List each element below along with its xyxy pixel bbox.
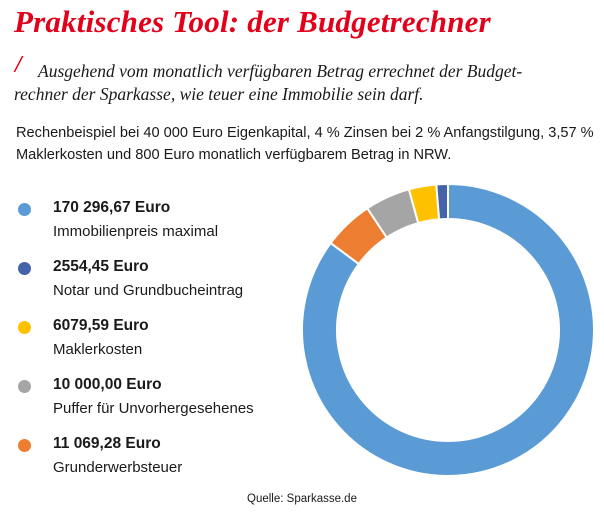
legend-item: 2554,45 Euro Notar und Grundbucheintrag (18, 257, 308, 305)
legend-label: Immobilienpreis maximal (53, 223, 219, 240)
page-title: Praktisches Tool: der Budgetrechner (14, 4, 491, 39)
source-note: Quelle: Sparkasse.de (247, 493, 357, 505)
legend-dot (18, 380, 31, 393)
legend-value: 10 000,00 Euro (53, 376, 162, 393)
legend-label: Maklerkosten (53, 341, 143, 358)
legend-item: 170 296,67 Euro Immobilienpreis maximal (18, 198, 308, 246)
legend-value: 170 296,67 Euro (53, 199, 171, 216)
legend-dot (18, 439, 31, 452)
legend-item: 11 069,28 Euro Grunderwerbsteuer (18, 434, 308, 482)
legend-value: 2554,45 Euro (53, 258, 149, 275)
donut-slice (435, 182, 449, 221)
subtitle: Ausgehend vom monatlich verfügbaren Betr… (14, 60, 578, 106)
legend-value: 11 069,28 Euro (53, 435, 161, 452)
legend-label: Puffer für Unvorhergesehenes (53, 400, 254, 417)
subtitle-line-1: Ausgehend vom monatlich verfügbaren Betr… (38, 61, 523, 81)
legend-dot (18, 262, 31, 275)
legend-item: 6079,59 Euro Maklerkosten (18, 316, 308, 364)
legend-label: Notar und Grundbucheintrag (53, 282, 244, 299)
subtitle-line-2: rechner der Sparkasse, wie teuer eine Im… (14, 84, 424, 104)
legend-label: Grunderwerbsteuer (53, 459, 183, 476)
subtitle-slash: / (15, 52, 22, 78)
legend-item: 10 000,00 Euro Puffer für Unvorhergesehe… (18, 375, 308, 423)
donut-chart (301, 182, 595, 477)
legend-value: 6079,59 Euro (53, 317, 149, 334)
calculation-note: Rechenbeispiel bei 40 000 Euro Eigenkapi… (16, 125, 594, 163)
donut-slice (301, 182, 595, 477)
legend-dot (18, 321, 31, 334)
legend-dot (18, 203, 31, 216)
